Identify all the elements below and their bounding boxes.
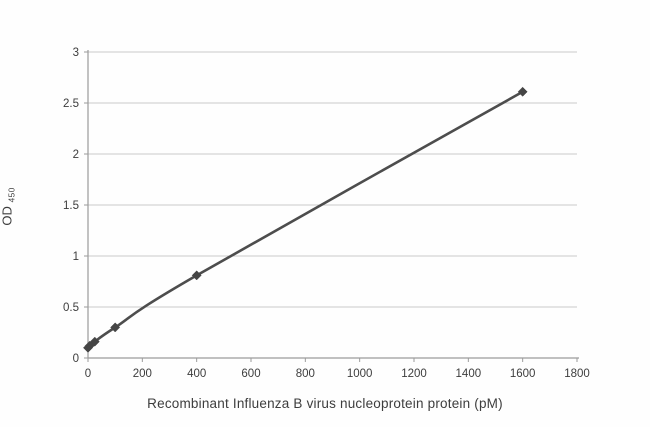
x-axis-title: Recombinant Influenza B virus nucleoprot… bbox=[147, 396, 503, 411]
x-tick-label: 1200 bbox=[401, 368, 427, 380]
y-axis-title-subscript: 450 bbox=[6, 187, 17, 203]
x-tick-label: 600 bbox=[241, 368, 260, 380]
x-tick-label: 1000 bbox=[347, 368, 373, 380]
x-tick-label: 0 bbox=[85, 368, 91, 380]
x-tick-label: 1800 bbox=[564, 368, 590, 380]
x-tick-label: 400 bbox=[187, 368, 206, 380]
y-tick-label: 1.5 bbox=[63, 200, 79, 212]
y-tick-label: 2 bbox=[73, 149, 79, 161]
data-point-marker bbox=[89, 336, 100, 347]
y-tick-label: 3 bbox=[73, 47, 79, 59]
y-axis-title: OD 450 bbox=[0, 137, 17, 277]
x-tick-label: 1600 bbox=[510, 368, 536, 380]
x-tick-label: 800 bbox=[296, 368, 315, 380]
y-tick-label: 1 bbox=[73, 251, 79, 263]
data-point-marker bbox=[110, 322, 121, 333]
y-tick-label: 0 bbox=[73, 353, 79, 365]
x-tick-label: 1400 bbox=[456, 368, 482, 380]
x-tick-label: 200 bbox=[133, 368, 152, 380]
y-tick-label: 2.5 bbox=[63, 98, 79, 110]
series-line bbox=[86, 90, 524, 350]
data-point-marker bbox=[191, 270, 202, 281]
data-point-marker bbox=[517, 86, 528, 97]
y-axis-title-main: OD bbox=[0, 206, 15, 226]
y-tick-label: 0.5 bbox=[63, 302, 79, 314]
